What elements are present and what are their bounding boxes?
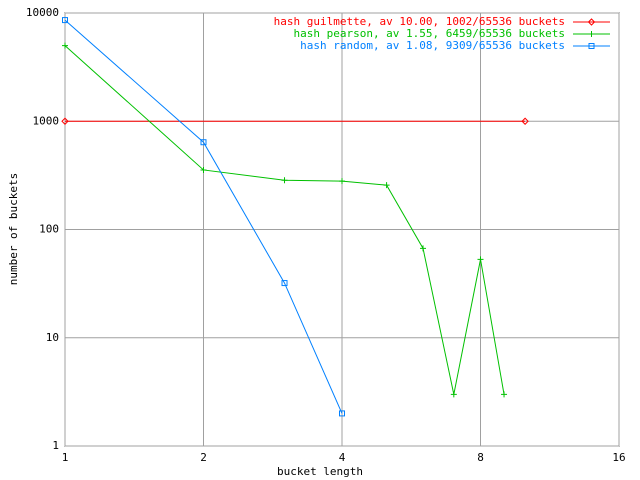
series-line xyxy=(64,19,343,414)
legend-label: hash random, av 1.08, 9309/65536 buckets xyxy=(300,39,565,52)
y-tick-label: 100 xyxy=(39,223,59,236)
legend-label: hash guilmette, av 10.00, 1002/65536 buc… xyxy=(274,15,565,28)
legend-marker xyxy=(587,18,596,26)
point xyxy=(450,391,457,398)
point xyxy=(383,182,390,189)
point xyxy=(62,17,68,24)
x-tick-label: 16 xyxy=(612,451,625,464)
point xyxy=(501,391,508,398)
y-tick-label: 1 xyxy=(52,439,59,452)
y-tick-label: 1000 xyxy=(33,114,60,127)
point xyxy=(420,245,427,252)
y-axis-label: number of buckets xyxy=(7,173,20,286)
x-tick-label: 1 xyxy=(62,451,69,464)
point xyxy=(200,166,207,173)
legend-label: hash pearson, av 1.55, 6459/65536 bucket… xyxy=(293,27,565,40)
x-tick-label: 4 xyxy=(339,451,346,464)
point xyxy=(339,410,345,417)
x-axis-label: bucket length xyxy=(277,465,363,478)
point xyxy=(200,139,207,146)
point xyxy=(281,280,288,287)
point xyxy=(521,117,529,125)
point xyxy=(339,178,345,185)
point xyxy=(477,256,484,263)
point xyxy=(281,177,288,184)
legend-marker xyxy=(588,43,595,49)
series-line xyxy=(64,45,505,395)
y-tick-label: 10 xyxy=(46,331,59,344)
x-tick-label: 8 xyxy=(477,451,484,464)
y-tick-label: 10000 xyxy=(26,6,59,19)
legend-marker xyxy=(588,31,595,37)
point xyxy=(62,42,68,49)
x-tick-label: 2 xyxy=(200,451,207,464)
point xyxy=(61,117,69,125)
